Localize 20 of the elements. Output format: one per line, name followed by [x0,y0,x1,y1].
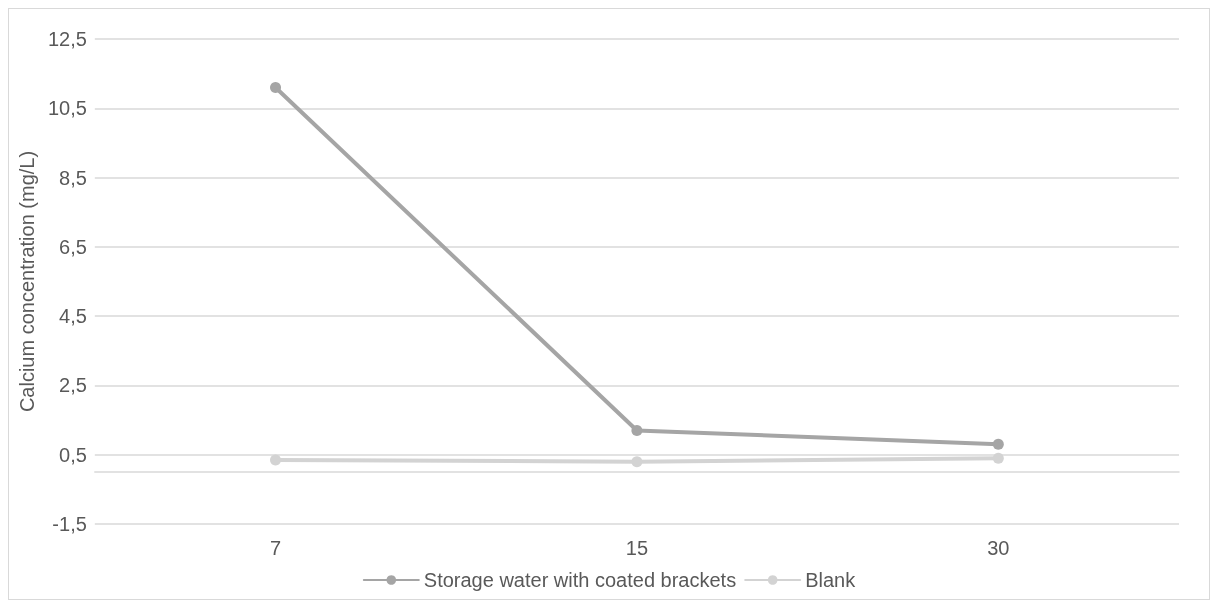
point [631,424,643,436]
y-axis-title: Calcium concentration (mg/L) [16,150,38,413]
x-tick-label: 15 [625,537,649,559]
y-tick-label: 2,5 [59,374,87,397]
point [270,454,282,466]
y-tick-label: 4,5 [59,305,87,328]
point [270,82,282,93]
point [992,452,1004,464]
legend-label: Blank [805,569,857,591]
point [631,456,643,468]
x-tick-label: 30 [987,537,1010,559]
y-tick-label: 12,5 [47,28,87,50]
y-tick-label: 10,5 [47,97,87,120]
y-tick-label: -1,5 [52,513,87,535]
y-tick-label: 8,5 [59,166,87,189]
y-tick-label: 6,5 [59,235,87,258]
y-tick-label: 0,5 [59,443,87,466]
point [992,438,1004,450]
legend-label: Storage water with coated brackets [423,569,737,591]
x-tick-label: 7 [269,537,282,559]
